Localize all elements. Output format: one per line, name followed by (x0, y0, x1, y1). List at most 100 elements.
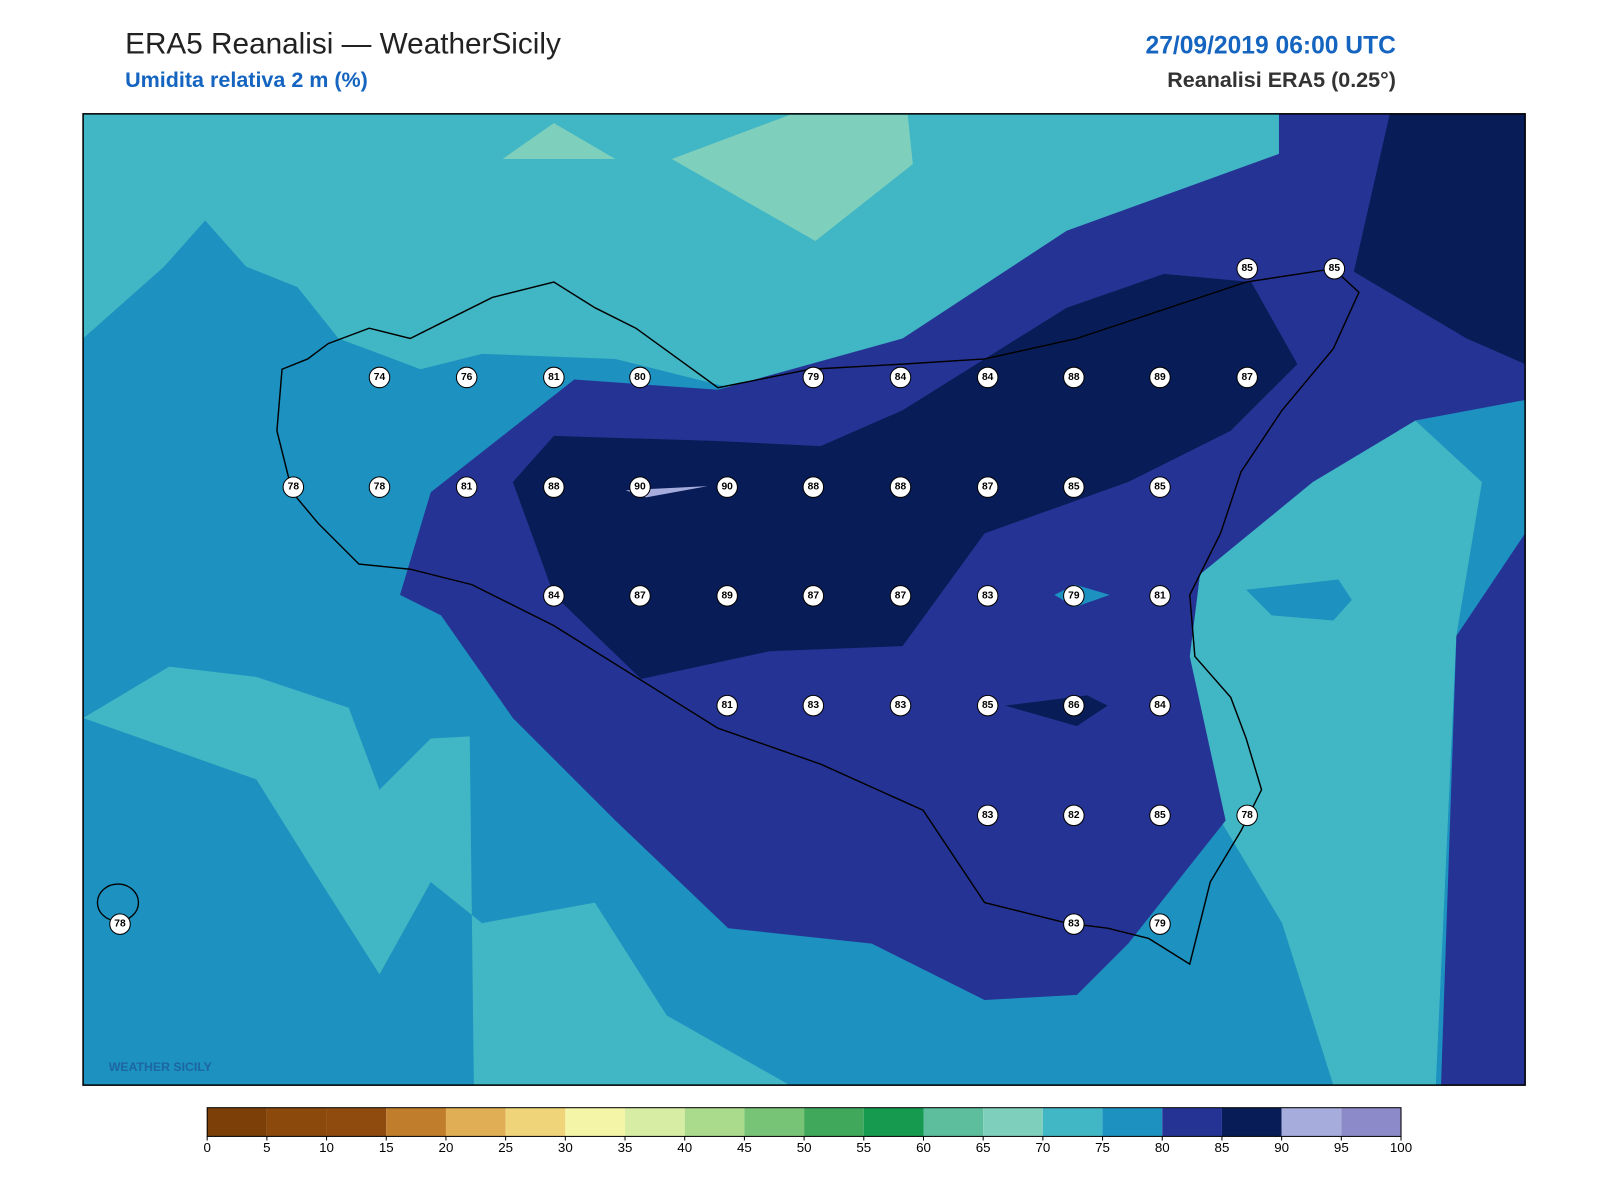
colorbar-tick-label: 95 (1334, 1140, 1349, 1155)
map-frame (82, 113, 1526, 1086)
station-value: 85 (1241, 263, 1253, 274)
colorbar-tick-label: 0 (203, 1140, 210, 1155)
contour-band (671, 114, 913, 242)
station-value: 85 (1329, 263, 1341, 274)
station-value: 88 (1068, 372, 1080, 383)
station-marker (802, 694, 825, 717)
colorbar-segment (684, 1107, 745, 1137)
station-marker (629, 585, 651, 607)
contours (83, 113, 1526, 1086)
station-value: 74 (374, 372, 386, 383)
station-value: 84 (982, 372, 994, 383)
station-value: 85 (1068, 482, 1080, 493)
station-value: 90 (634, 482, 646, 493)
colorbar-segment (744, 1107, 805, 1137)
station-value: 78 (1241, 810, 1253, 821)
station-marker (543, 585, 565, 607)
station-value: 82 (1068, 810, 1080, 821)
station-value: 86 (1068, 700, 1080, 711)
station-value: 81 (461, 482, 473, 493)
colorbar-tick-label: 25 (498, 1140, 513, 1155)
station-marker (976, 366, 999, 389)
colorbar: 0 5 10 15 20 25 30 35 40 45 50 55 60 65 70 75 80 85 90 95 10… (203, 1107, 1412, 1155)
station-marker (629, 366, 651, 389)
colorbar-segment (1221, 1107, 1282, 1137)
station-marker (716, 585, 738, 607)
station-value: 87 (982, 482, 994, 493)
colorbar-tick-label: 40 (677, 1140, 692, 1155)
station-marker (716, 476, 738, 498)
station-value: 81 (1154, 590, 1166, 601)
station-marker (1236, 366, 1258, 389)
station-value: 79 (808, 372, 820, 383)
colorbar-tick-label: 100 (1390, 1140, 1412, 1155)
station-marker (109, 913, 131, 935)
station-marker (716, 694, 738, 717)
colorbar-segment (625, 1107, 685, 1137)
coastline (276, 267, 1360, 966)
station-marker (543, 476, 565, 498)
station-value: 87 (895, 590, 907, 601)
stations: 85 85 74 76 81 80 79 84 84 88 89 87 78 78 81 88 90 90 88 88… (109, 257, 1346, 935)
station-marker (1236, 804, 1258, 827)
station-value: 85 (1154, 810, 1166, 821)
colorbar-segment (565, 1107, 626, 1137)
station-value: 88 (895, 482, 907, 493)
station-value: 85 (982, 700, 994, 711)
title: ERA5 Reanalisi — WeatherSicily (125, 27, 561, 60)
station-marker (889, 585, 912, 607)
station-marker (1063, 476, 1085, 498)
station-marker (1149, 476, 1171, 498)
colorbar-tick-label: 55 (856, 1140, 871, 1155)
station-value: 90 (721, 482, 733, 493)
colorbar-segment (1042, 1107, 1103, 1137)
station-marker (889, 694, 912, 717)
station-value: 88 (548, 482, 560, 493)
subtitle: Umidita relativa 2 m (%) (125, 68, 368, 92)
station-value: 83 (982, 590, 994, 601)
colorbar-tick-label: 70 (1035, 1140, 1050, 1155)
station-value: 83 (895, 700, 907, 711)
station-marker (802, 366, 825, 389)
station-marker (455, 476, 478, 498)
colorbar-tick-label: 10 (319, 1140, 334, 1155)
station-marker (889, 476, 912, 498)
colorbar-segment (1162, 1107, 1222, 1137)
station-marker (1063, 804, 1085, 827)
contour-band (83, 666, 790, 1086)
station-value: 84 (895, 372, 907, 383)
station-value: 81 (721, 700, 733, 711)
contour-band (83, 113, 1279, 390)
station-value: 83 (808, 700, 820, 711)
station-value: 89 (1154, 372, 1166, 383)
station-value: 80 (634, 372, 646, 383)
station-value: 87 (808, 590, 820, 601)
colorbar-segment (386, 1107, 446, 1137)
colorbar-tick-label: 15 (379, 1140, 394, 1155)
colorbar-segment (505, 1107, 566, 1137)
station-marker (802, 476, 825, 498)
colorbar-tick-label: 30 (558, 1140, 573, 1155)
colorbar-segment (445, 1107, 506, 1137)
station-marker (1149, 913, 1171, 935)
colorbar-tick-label: 5 (263, 1140, 270, 1155)
contour-band (1441, 533, 1526, 1086)
colorbar-segment (326, 1107, 387, 1137)
station-value: 85 (1154, 482, 1166, 493)
station-value: 78 (288, 482, 300, 493)
station-value: 87 (634, 590, 646, 601)
station-value: 79 (1154, 919, 1166, 930)
colorbar-tick-label: 45 (737, 1140, 752, 1155)
colorbar-segment (923, 1107, 984, 1137)
station-value: 83 (982, 810, 994, 821)
station-marker (1149, 585, 1171, 607)
station-marker (1323, 257, 1346, 280)
station-marker (1149, 694, 1171, 717)
colorbar-tick-label: 80 (1155, 1140, 1170, 1155)
station-marker (889, 366, 912, 389)
colorbar-tick-label: 50 (797, 1140, 812, 1155)
station-marker (1149, 366, 1171, 389)
station-marker (1236, 257, 1258, 280)
colorbar-segment (1102, 1107, 1163, 1137)
station-marker (629, 476, 651, 498)
